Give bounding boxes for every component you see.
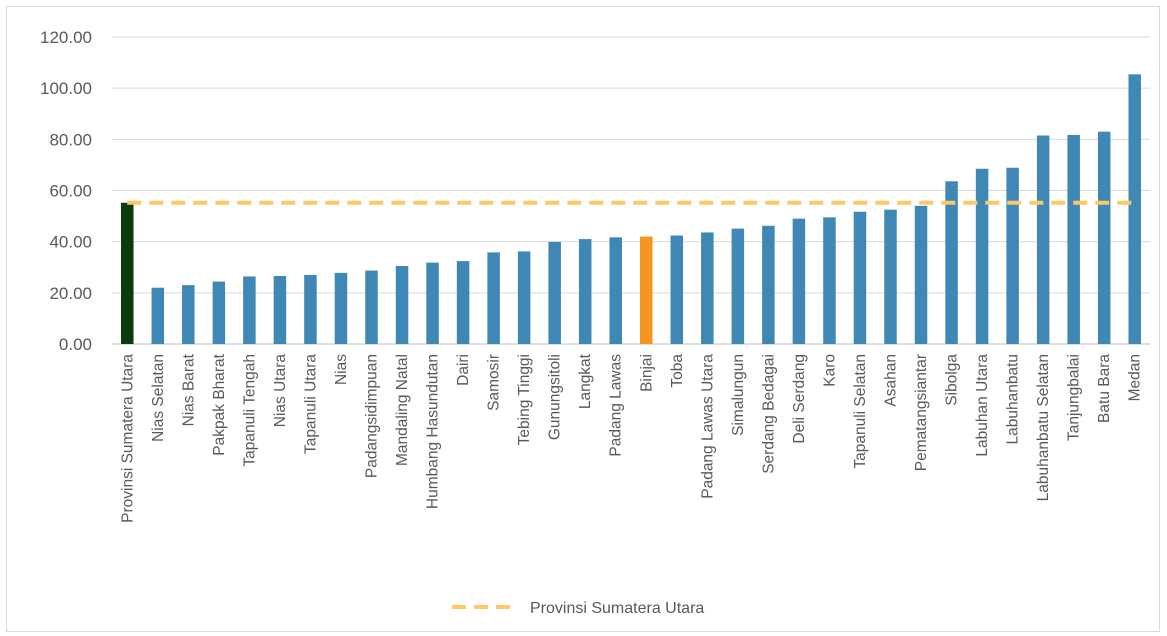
x-tick-label: Nias Utara [272, 354, 289, 428]
y-tick-label: 100.00 [40, 79, 92, 98]
bar [182, 285, 195, 344]
x-tick-label: Batu Bara [1096, 354, 1113, 423]
x-tick-label: Provinsi Sumatera Utara [119, 354, 136, 523]
bar [1128, 74, 1141, 344]
bar [212, 281, 226, 344]
x-tick-label: Labuhan Utara [974, 354, 991, 457]
x-tick-label: Serdang Bedagai [760, 354, 777, 474]
bar [975, 168, 989, 344]
legend-label: Provinsi Sumatera Utara [530, 600, 704, 617]
bar [945, 181, 958, 344]
y-tick-label: 20.00 [49, 284, 92, 303]
x-tick-label: Tapanuli Utara [302, 354, 319, 454]
x-tick-label: Padangsidimpuan [364, 354, 381, 478]
bar [548, 241, 561, 344]
bar [1006, 167, 1019, 344]
y-tick-label: 0.00 [59, 335, 92, 354]
bar [1036, 135, 1050, 344]
y-tick-label: 60.00 [49, 182, 92, 201]
bar [273, 275, 287, 344]
x-axis-labels: Provinsi Sumatera Utara Nias Selatan Nias … [119, 353, 1143, 523]
bar [884, 209, 897, 344]
x-tick-label: Samosir [486, 354, 503, 411]
bar [1067, 134, 1080, 344]
x-tick-label: Pematangsiantar [913, 354, 930, 471]
bar [334, 272, 348, 344]
x-tick-label: Tapanuli Selatan [852, 354, 869, 469]
y-tick-label: 40.00 [49, 233, 92, 252]
x-tick-label: Tanjungbalai [1066, 354, 1083, 441]
x-tick-label: Padang Lawas Utara [699, 354, 716, 499]
x-tick-label: Labuhanbatu [1005, 354, 1022, 445]
bar [426, 262, 439, 344]
x-tick-label: Mandaling Natal [394, 354, 411, 466]
x-tick-label: Pakpak Bharat [211, 353, 228, 455]
x-tick-label: Deli Serdang [791, 354, 808, 444]
bar [121, 202, 134, 344]
bar [151, 287, 165, 344]
x-tick-label: Langkat [577, 353, 594, 409]
x-tick-label: Dairi [455, 354, 472, 386]
bar [395, 265, 409, 344]
x-tick-label: Medan [1127, 354, 1144, 401]
x-tick-label: Toba [669, 354, 686, 388]
x-tick-label: Karo [821, 354, 838, 387]
bar [578, 239, 592, 344]
bar [762, 225, 775, 344]
bar [1097, 131, 1111, 344]
x-tick-label: Nias [333, 354, 350, 385]
x-tick-label: Asahan [883, 354, 900, 407]
bar [304, 274, 317, 344]
bar [914, 205, 928, 344]
x-tick-label: Gunungsitoli [547, 354, 564, 440]
bar [853, 211, 867, 344]
x-tick-label: Humbang Hasundutan [425, 354, 442, 509]
bar [609, 237, 622, 344]
bars [121, 74, 1141, 344]
x-tick-label: Padang Lawas [608, 354, 625, 457]
x-tick-label: Sibolga [944, 354, 961, 406]
bar [640, 236, 653, 344]
x-tick-label: Nias Selatan [150, 354, 167, 442]
x-tick-label: Labuhanbatu Selatan [1035, 354, 1052, 501]
bar [517, 251, 531, 344]
bar [792, 218, 806, 344]
x-tick-label: Tebing Tinggi [516, 354, 533, 445]
legend: Provinsi Sumatera Utara [452, 600, 704, 617]
bar [456, 261, 470, 344]
y-tick-label: 120.00 [40, 28, 92, 47]
bar [823, 217, 836, 344]
bar [243, 276, 256, 344]
bar [487, 252, 500, 344]
bar [701, 232, 714, 344]
bar [731, 228, 745, 344]
x-tick-label: Simalungun [730, 354, 747, 436]
x-tick-label: Nias Barat [180, 353, 197, 426]
bar [670, 235, 684, 344]
y-tick-label: 80.00 [49, 130, 92, 149]
y-axis-ticks: 0.00 20.00 40.00 60.00 80.00 100.00 120.00 [40, 28, 92, 354]
bar [365, 270, 378, 344]
gridlines [112, 36, 1150, 345]
x-tick-label: Tapanuli Tengah [241, 354, 258, 467]
x-tick-label: Binjai [638, 354, 655, 392]
